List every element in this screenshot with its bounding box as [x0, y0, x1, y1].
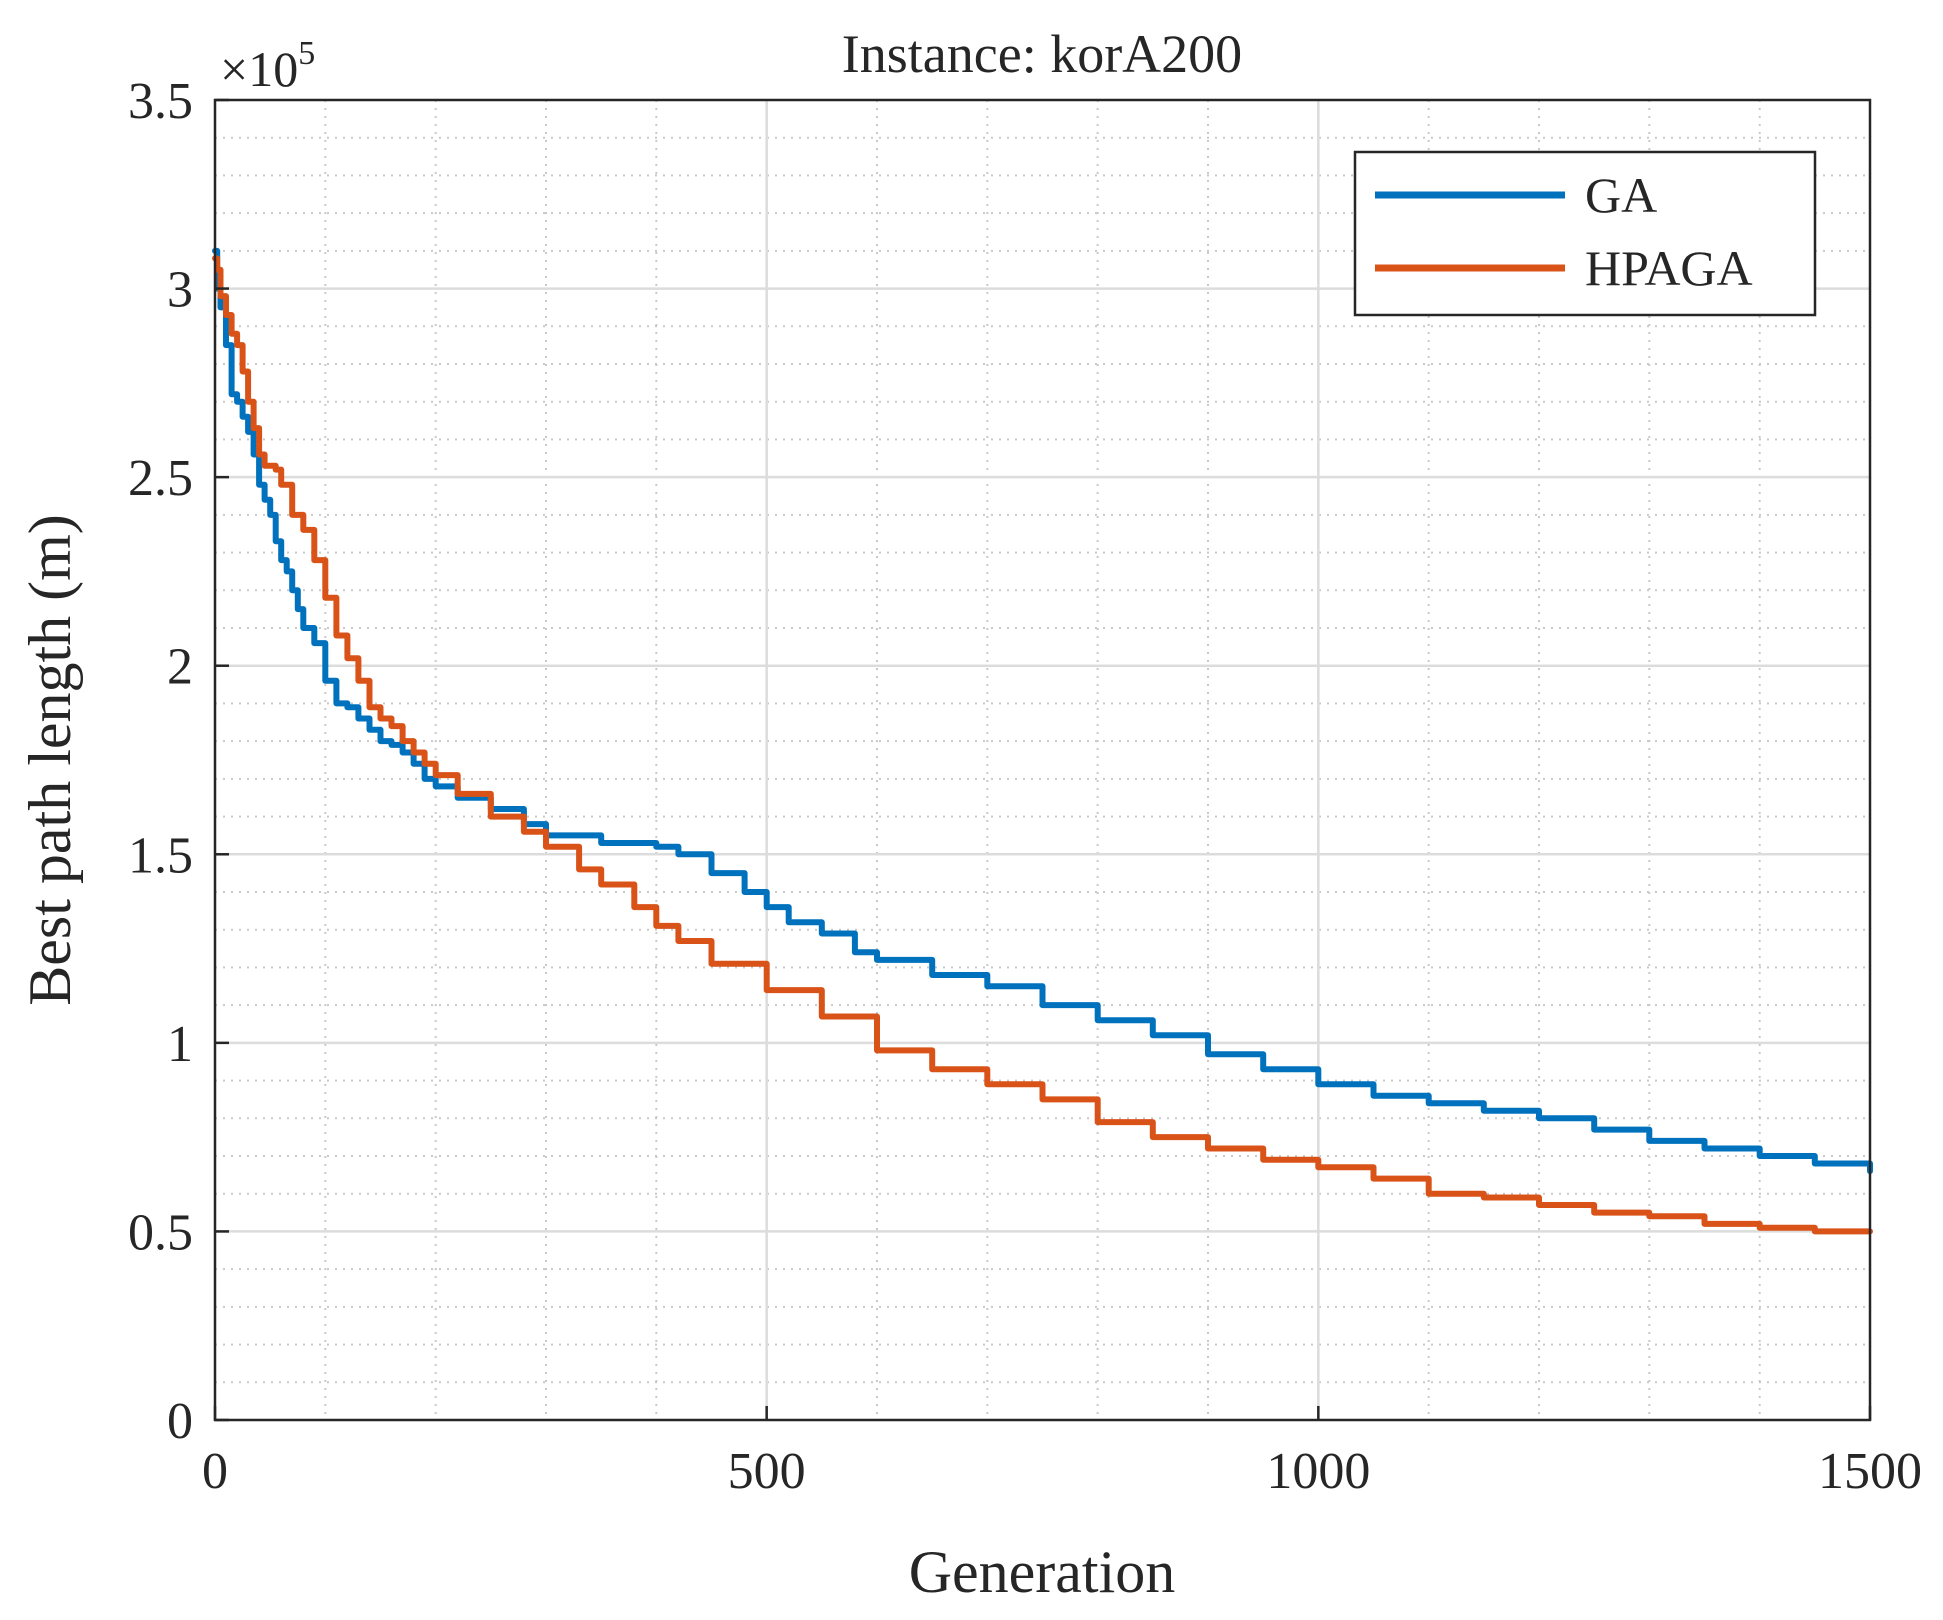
- y-tick-label: 3: [167, 262, 193, 319]
- y-tick-label: 0: [167, 1393, 193, 1450]
- x-tick-label: 1000: [1266, 1443, 1370, 1500]
- plot-frame: [213, 98, 1872, 1422]
- legend-box: [1353, 150, 1817, 317]
- legend-label-ga: GA: [1585, 167, 1657, 223]
- y-exponent-power: 5: [298, 35, 315, 72]
- y-tick-label: 2: [167, 639, 193, 696]
- x-tick-label: 500: [728, 1443, 806, 1500]
- y-tick-label: 1.5: [128, 827, 193, 884]
- y-exponent: ×105: [220, 35, 315, 97]
- series-line-hpaga: [212, 255, 1873, 1235]
- y-tick-label: 1: [167, 1016, 193, 1073]
- legend: GA HPAGA: [1353, 150, 1817, 317]
- plot-area: [215, 100, 1870, 1420]
- chart-title: Instance: korA200: [842, 24, 1242, 84]
- y-exponent-base: ×10: [220, 41, 298, 97]
- x-axis-label: Generation: [909, 1539, 1176, 1605]
- y-tick-labels: 0 0.5 1 1.5 2 2.5 3 3.5: [128, 73, 229, 1450]
- y-axis-label: Best path length (m): [17, 514, 83, 1006]
- series-layer: [212, 247, 1873, 1235]
- x-tick-label: 1500: [1818, 1443, 1922, 1500]
- legend-label-hpaga: HPAGA: [1585, 240, 1753, 296]
- y-tick-label: 3.5: [128, 73, 193, 130]
- y-tick-label: 2.5: [128, 450, 193, 507]
- x-tick-label: 0: [202, 1443, 228, 1500]
- x-tick-labels: 0 500 1000 1500: [202, 1406, 1922, 1500]
- y-tick-label: 0.5: [128, 1204, 193, 1261]
